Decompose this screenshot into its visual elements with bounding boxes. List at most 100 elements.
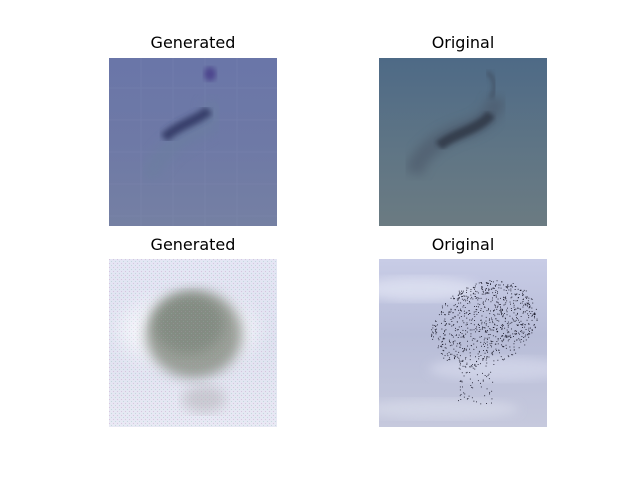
- bird-dot: [519, 290, 521, 291]
- bird-dot: [481, 321, 483, 323]
- bird-dot: [507, 335, 509, 337]
- bird-dot: [534, 317, 535, 319]
- bird-dot: [469, 319, 471, 321]
- bird-dot: [505, 335, 507, 337]
- bird-dot: [531, 332, 533, 334]
- bird-dot: [473, 324, 475, 326]
- bird-dot: [503, 299, 505, 301]
- bird-dot: [496, 296, 497, 298]
- bird-dot: [465, 358, 466, 360]
- bird-dot: [516, 324, 518, 326]
- bird-dot: [492, 292, 494, 294]
- bird-dot: [455, 350, 457, 352]
- bird-dot: [480, 308, 482, 310]
- bird-dot: [479, 304, 481, 306]
- bird-dot: [441, 322, 442, 324]
- bird-dot: [502, 346, 504, 348]
- bird-dot: [435, 320, 436, 322]
- bird-dot: [512, 283, 514, 284]
- bird-dot: [475, 328, 477, 329]
- bird-dot: [518, 319, 519, 321]
- bird-dot: [507, 307, 508, 309]
- bird-dot: [465, 366, 467, 368]
- bird-dot: [489, 280, 491, 282]
- bird-dot: [491, 329, 493, 331]
- bird-dot: [482, 290, 484, 292]
- bird-dot: [516, 317, 517, 319]
- bird-dot: [464, 365, 466, 367]
- bird-dot: [526, 296, 528, 298]
- bird-dot: [470, 385, 472, 386]
- bird-dot: [464, 393, 466, 395]
- bird-dot: [432, 331, 433, 333]
- bird-dot: [474, 306, 475, 307]
- bird-dot: [461, 310, 462, 312]
- bird-dot: [504, 313, 505, 314]
- bird-dot: [469, 329, 471, 331]
- panel-title-original-top: Original: [431, 33, 495, 52]
- bird-dot: [487, 292, 488, 294]
- bird-dot: [500, 337, 501, 339]
- bird-dot: [476, 346, 477, 348]
- bird-dot: [462, 306, 464, 308]
- bird-dot: [449, 333, 451, 335]
- bird-dot: [462, 348, 464, 349]
- bird-dot: [502, 335, 504, 337]
- bird-dot: [470, 298, 472, 300]
- bird-dot: [507, 287, 508, 289]
- bird-dot: [487, 374, 489, 376]
- bird-dot: [491, 353, 493, 355]
- bird-dot: [497, 302, 499, 304]
- bird-dot: [527, 300, 529, 302]
- bird-dot: [443, 337, 445, 339]
- bird-dot: [530, 298, 532, 300]
- bird-dot: [441, 305, 443, 307]
- bird-dot: [492, 335, 494, 337]
- bird-dot: [477, 324, 479, 326]
- bird-dot: [507, 285, 508, 287]
- bird-dot: [480, 341, 482, 343]
- bird-dot: [459, 317, 460, 319]
- bird-dot: [444, 331, 445, 333]
- bird-dot: [454, 304, 456, 306]
- bird-dot: [466, 311, 468, 313]
- bird-dot: [456, 334, 457, 336]
- bird-dot: [501, 314, 502, 316]
- bird-dot: [502, 345, 503, 347]
- bird-dot: [469, 313, 471, 314]
- bird-dot: [488, 288, 490, 290]
- bird-dot: [498, 349, 500, 351]
- bird-dot: [485, 320, 487, 322]
- bird-dot: [479, 330, 481, 332]
- bird-dot: [507, 325, 509, 327]
- bird-dot: [489, 392, 491, 394]
- bird-dot: [463, 305, 465, 306]
- bird-dot: [478, 327, 480, 328]
- bird-dot: [486, 331, 488, 333]
- bird-dot: [526, 319, 528, 321]
- bird-dot: [491, 299, 493, 301]
- bird-dot: [507, 292, 508, 294]
- bird-dot: [494, 323, 495, 325]
- bird-dot: [471, 366, 473, 368]
- bird-dot: [509, 301, 511, 303]
- bird-dot: [486, 350, 488, 352]
- bird-dot: [450, 308, 452, 310]
- bird-dot: [452, 336, 454, 338]
- bird-dot: [515, 294, 517, 296]
- original-image-top: [379, 58, 547, 226]
- bird-dot: [520, 339, 522, 340]
- bird-dot: [527, 333, 529, 335]
- bird-dot: [451, 335, 453, 336]
- bird-dot: [472, 387, 474, 389]
- bird-dot: [453, 354, 455, 356]
- bird-dot: [493, 329, 495, 331]
- bird-dot: [481, 287, 483, 289]
- bird-dot: [466, 317, 468, 319]
- bird-dot: [511, 321, 513, 323]
- bird-dot: [507, 340, 509, 342]
- bird-dot: [494, 343, 496, 345]
- bird-dot: [522, 292, 523, 294]
- bird-dot: [459, 342, 461, 343]
- bird-dot: [466, 362, 468, 364]
